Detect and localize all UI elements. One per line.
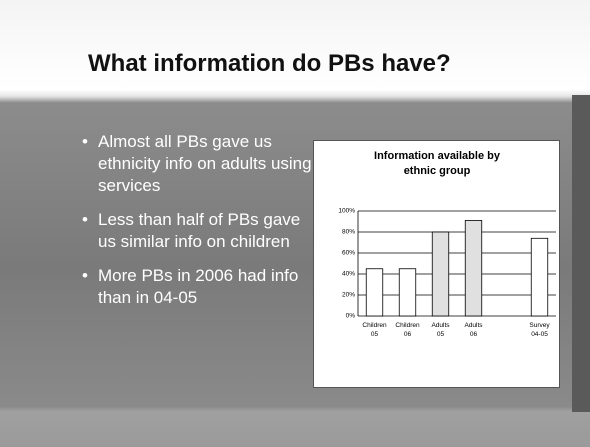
y-tick-label: 60% bbox=[342, 250, 355, 257]
y-tick-label: 0% bbox=[346, 313, 356, 320]
bullet: Less than half of PBs gave us similar in… bbox=[82, 209, 312, 253]
bullet-list: Almost all PBs gave us ethnicity info on… bbox=[82, 131, 312, 321]
x-tick-label-line: Adults bbox=[464, 322, 483, 329]
x-tick-label-line: 05 bbox=[437, 331, 445, 338]
x-tick-label-line: 04-05 bbox=[531, 331, 548, 338]
y-tick-label: 20% bbox=[342, 292, 355, 299]
side-strip bbox=[572, 95, 590, 412]
chart-box: Information available by ethnic group 0%… bbox=[313, 140, 560, 388]
x-tick-label-line: 06 bbox=[470, 331, 478, 338]
chart-title: Information available by ethnic group bbox=[374, 150, 500, 177]
bar bbox=[398, 268, 417, 317]
x-tick-label: Children 05 bbox=[362, 322, 387, 338]
y-tick-label: 40% bbox=[342, 271, 355, 278]
x-tick-label: Children 06 bbox=[395, 322, 420, 338]
bullet: More PBs in 2006 had info than in 04-05 bbox=[82, 265, 312, 309]
bar bbox=[431, 231, 450, 317]
x-tick-label-line: 05 bbox=[371, 331, 379, 338]
x-tick-label: Survey 04-05 bbox=[529, 322, 550, 338]
x-tick-label-line: Children bbox=[362, 322, 387, 329]
slide-title: What information do PBs have? bbox=[88, 50, 451, 77]
x-tick-label-line: Children bbox=[395, 322, 420, 329]
x-tick-label: Adults 05 bbox=[431, 322, 450, 338]
bar bbox=[530, 237, 549, 317]
y-tick-label: 100% bbox=[338, 208, 355, 215]
x-tick-label-line: Survey bbox=[529, 322, 550, 329]
x-tick-label-line: Adults bbox=[431, 322, 450, 329]
bar bbox=[464, 220, 483, 317]
x-tick-label-line: 06 bbox=[404, 331, 412, 338]
bullet: Almost all PBs gave us ethnicity info on… bbox=[82, 131, 312, 197]
bar bbox=[365, 268, 384, 317]
y-tick-label: 80% bbox=[342, 229, 355, 236]
x-tick-label: Adults 06 bbox=[464, 322, 483, 338]
